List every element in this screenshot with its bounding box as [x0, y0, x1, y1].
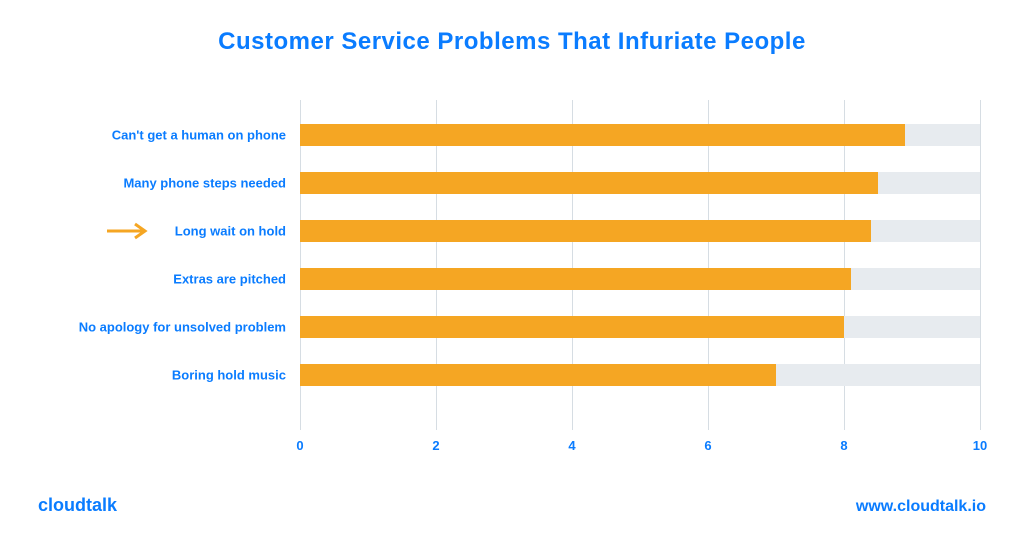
x-axis: 0246810 [300, 430, 980, 460]
bar [300, 124, 905, 146]
bar-row: No apology for unsolved problem [300, 310, 980, 344]
bar-row: Can't get a human on phone [300, 118, 980, 152]
bar-row: Many phone steps needed [300, 166, 980, 200]
x-tick-label: 0 [296, 438, 303, 453]
bar [300, 316, 844, 338]
highlight-arrow-icon [105, 221, 153, 241]
category-label: Boring hold music [172, 368, 286, 383]
category-label: Can't get a human on phone [112, 128, 286, 143]
x-tick-label: 6 [704, 438, 711, 453]
bar [300, 220, 871, 242]
bar [300, 268, 851, 290]
category-label: No apology for unsolved problem [79, 320, 286, 335]
x-tick-label: 2 [432, 438, 439, 453]
brand-logo-text: cloudtalk [38, 495, 117, 516]
bar-row: Boring hold music [300, 358, 980, 392]
category-label: Many phone steps needed [123, 176, 286, 191]
x-tick-label: 4 [568, 438, 575, 453]
brand-url: www.cloudtalk.io [856, 498, 986, 516]
chart-title: Customer Service Problems That Infuriate… [0, 0, 1024, 56]
bar-row: Extras are pitched [300, 262, 980, 296]
x-tick-label: 10 [973, 438, 987, 453]
chart: Can't get a human on phone Many phone ste… [300, 100, 980, 460]
gridline [980, 100, 981, 430]
bar [300, 172, 878, 194]
plot-area: Can't get a human on phone Many phone ste… [300, 100, 980, 430]
category-label: Extras are pitched [173, 272, 286, 287]
category-label: Long wait on hold [175, 224, 286, 239]
bar [300, 364, 776, 386]
x-tick-label: 8 [840, 438, 847, 453]
bar-row: Long wait on hold [300, 214, 980, 248]
